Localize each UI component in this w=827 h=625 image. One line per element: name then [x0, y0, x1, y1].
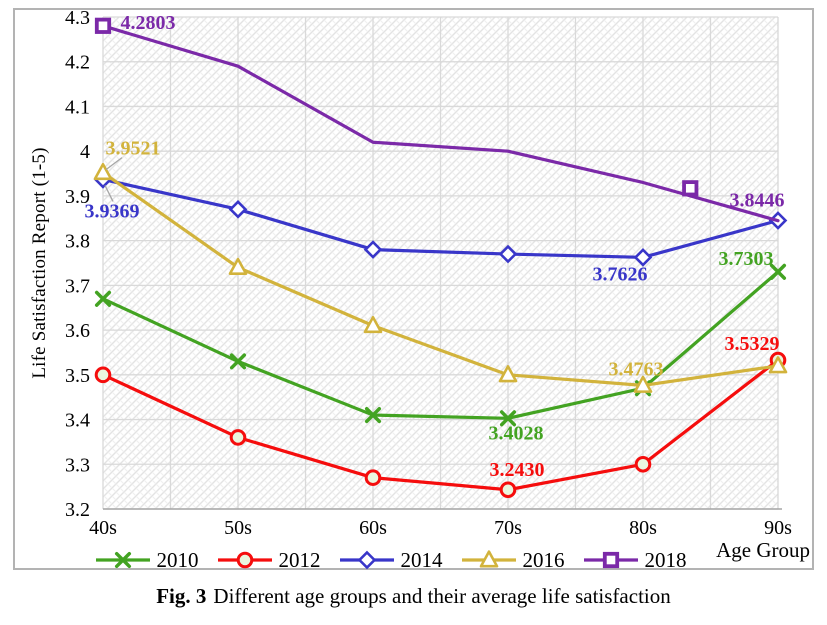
- data-label-3.5329: 3.5329: [725, 333, 780, 355]
- y-tick-label: 3.7: [65, 275, 90, 297]
- chart-plot-area: 4.2803 3.9521 3.9369 3.7626 3.8446 3.7303 3.40…: [65, 7, 792, 539]
- x-marker-icon: [769, 263, 787, 280]
- x-marker-icon: [229, 353, 247, 370]
- y-tick-label: 3.9: [65, 186, 90, 208]
- triangle-marker-icon: [768, 356, 788, 374]
- label-leader-line: [105, 157, 123, 171]
- series-line-2018: [101, 24, 780, 223]
- data-label-4.2803: 4.2803: [121, 12, 176, 34]
- series-line-2016: [101, 171, 780, 388]
- circle-marker-icon: [229, 429, 247, 446]
- circle-marker-icon: [94, 366, 112, 384]
- series-line-2012: [101, 358, 780, 492]
- y-tick-label: 3.5: [65, 365, 90, 387]
- triangle-marker-icon: [479, 550, 498, 568]
- legend-swatch-circle: [217, 551, 272, 569]
- legend-label: 2018: [644, 547, 687, 572]
- legend-label: 2016: [522, 547, 565, 572]
- legend-item-2014: 2014: [338, 548, 443, 573]
- data-label-3.9369: 3.9369: [85, 200, 140, 222]
- data-label-3.8446: 3.8446: [730, 190, 785, 212]
- figure-caption: Fig. 3 Different age groups and their ave…: [0, 584, 827, 609]
- x-tick-label: 80s: [629, 517, 657, 539]
- y-tick-label: 3.3: [65, 454, 90, 476]
- legend-swatch-x: [95, 551, 150, 569]
- square-marker-icon: [682, 180, 699, 197]
- diamond-marker-icon: [633, 248, 653, 267]
- label-leader-line: [104, 185, 114, 202]
- legend-swatch-diamond: [339, 550, 394, 570]
- y-tick-label: 3.4: [65, 410, 90, 432]
- x-marker-icon: [364, 407, 382, 424]
- diamond-marker-icon: [357, 550, 376, 570]
- legend-item-2016: 2016: [460, 548, 565, 573]
- diamond-marker-icon: [228, 199, 248, 219]
- circle-marker-icon: [499, 481, 517, 499]
- legend-swatch-square: [583, 551, 638, 569]
- triangle-marker-icon: [93, 162, 113, 181]
- x-tick-label: 70s: [494, 517, 522, 539]
- data-label-3.9521: 3.9521: [106, 138, 161, 160]
- triangle-marker-icon: [228, 257, 248, 275]
- figure-frame: [13, 8, 814, 570]
- diamond-marker-icon: [363, 240, 383, 259]
- triangle-marker-icon: [498, 365, 518, 383]
- circle-marker-icon: [634, 455, 652, 473]
- triangle-marker-icon: [363, 315, 383, 334]
- x-marker-icon: [499, 410, 517, 427]
- circle-marker-icon: [236, 551, 253, 569]
- chart-legend: 2010 2012 2014 2016 2018: [40, 543, 740, 577]
- square-marker-icon: [94, 17, 112, 34]
- x-tick-label: 90s: [764, 517, 792, 539]
- x-tick-label: 50s: [224, 517, 252, 539]
- legend-item-2018: 2018: [582, 548, 687, 573]
- square-marker-icon: [602, 551, 619, 569]
- data-label-3.7303: 3.7303: [719, 248, 774, 270]
- legend-label: 2010: [156, 547, 199, 572]
- series-line-2014: [101, 177, 780, 259]
- circle-marker-icon: [364, 469, 382, 486]
- triangle-marker-icon: [633, 375, 653, 393]
- y-tick-label: 4.1: [65, 96, 90, 118]
- y-tick-label: 3.6: [65, 320, 90, 342]
- y-tick-label: 3.8: [65, 231, 90, 253]
- x-marker-icon: [94, 290, 112, 307]
- x-marker-icon: [114, 551, 131, 569]
- y-axis-title: Life Satisfaction Report (1-5): [29, 147, 50, 379]
- legend-label: 2012: [278, 547, 321, 572]
- diamond-marker-icon: [498, 244, 518, 264]
- caption-text: Different age groups and their average l…: [213, 584, 671, 608]
- caption-prefix: Fig. 3: [156, 584, 207, 608]
- y-tick-label: 4.2: [65, 52, 90, 74]
- y-tick-label: 3.2: [65, 499, 90, 521]
- legend-swatch-triangle: [461, 550, 516, 568]
- x-tick-label: 60s: [359, 517, 387, 539]
- x-tick-label: 40s: [89, 517, 117, 539]
- legend-label: 2014: [400, 547, 443, 572]
- data-label-3.4028: 3.4028: [489, 422, 544, 444]
- series-line-2010: [101, 270, 780, 420]
- data-label-3.2430: 3.2430: [490, 459, 545, 481]
- y-tick-label: 4: [80, 141, 90, 163]
- data-label-3.4763: 3.4763: [609, 358, 664, 380]
- y-tick-label: 4.3: [65, 7, 90, 29]
- legend-item-2012: 2012: [216, 548, 321, 573]
- data-label-3.7626: 3.7626: [593, 263, 648, 285]
- legend-item-2010: 2010: [94, 548, 199, 573]
- x-axis-title: Age Group: [716, 538, 810, 562]
